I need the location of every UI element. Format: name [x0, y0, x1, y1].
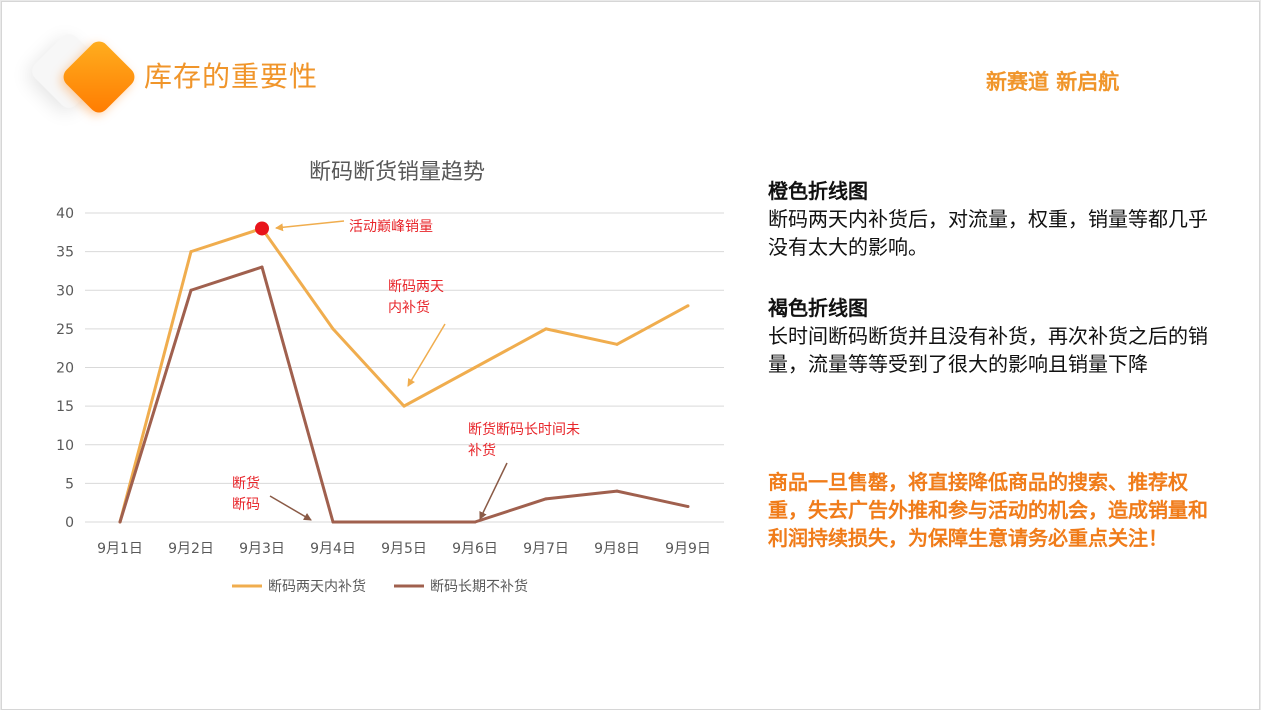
annotation-peak-label: 活动巅峰销量	[349, 219, 433, 235]
data-point	[473, 366, 477, 369]
y-tick-label: 0	[65, 515, 74, 531]
y-tick-label: 15	[56, 399, 74, 415]
y-tick-label: 20	[56, 361, 74, 377]
annotation-arrow	[479, 462, 508, 520]
data-point	[189, 250, 193, 254]
legend-label: 断码长期不补货	[430, 578, 528, 595]
x-tick-label: 9月8日	[594, 541, 640, 557]
y-tick-label: 5	[65, 476, 74, 492]
x-tick-label: 9月2日	[168, 541, 214, 557]
data-point	[473, 520, 477, 524]
y-tick-label: 25	[56, 322, 74, 338]
annotation-restock-label: 内补货	[388, 299, 430, 316]
annotation-no-restock-label: 补货	[468, 442, 496, 459]
y-tick-label: 35	[56, 245, 74, 261]
data-point	[118, 520, 122, 524]
x-tick-label: 9月9日	[665, 541, 711, 557]
data-point	[686, 304, 690, 308]
data-point	[402, 404, 406, 408]
chart-title: 断码断货销量趋势	[308, 160, 485, 185]
note-brown-body: 长时间断码断货并且没有补货，再次补货之后的销量，流量等等受到了很大的影响且销量下…	[768, 324, 1208, 376]
data-point	[260, 265, 264, 269]
data-point	[331, 520, 335, 524]
x-tick-label: 9月6日	[452, 541, 498, 557]
y-tick-label: 10	[56, 438, 74, 454]
data-point	[331, 327, 335, 331]
y-tick-label: 30	[56, 283, 74, 299]
annotation-restock-label: 断码两天	[388, 279, 444, 295]
data-point	[402, 520, 406, 524]
legend-label: 断码两天内补货	[268, 578, 366, 595]
annotation-stockout-label: 断货	[232, 475, 260, 492]
data-point	[615, 342, 619, 346]
x-tick-label: 9月7日	[523, 541, 569, 557]
data-point	[615, 489, 619, 493]
annotation-arrow	[275, 220, 345, 232]
tagline: 新赛道 新启航	[986, 70, 1120, 94]
annotation-arrow	[269, 495, 312, 521]
data-point	[544, 327, 548, 331]
note-brown: 褐色折线图 长时间断码断货并且没有补货，再次补货之后的销量，流量等等受到了很大的…	[768, 294, 1208, 378]
note-orange-body: 断码两天内补货后，对流量，权重，销量等都几乎没有太大的影响。	[768, 207, 1208, 259]
data-point	[686, 505, 690, 509]
x-tick-label: 9月1日	[97, 541, 143, 557]
annotation-no-restock-label: 断货断码长时间未	[468, 421, 580, 438]
annotation-arrow	[407, 323, 446, 387]
warning-text: 商品一旦售罄，将直接降低商品的搜索、推荐权重，失去广告外推和参与活动的机会，造成…	[768, 470, 1208, 550]
peak-marker	[255, 221, 269, 236]
page-title: 库存的重要性	[144, 60, 319, 93]
note-orange-heading: 橙色折线图	[768, 179, 868, 203]
note-orange: 橙色折线图 断码两天内补货后，对流量，权重，销量等都几乎没有太大的影响。	[768, 177, 1208, 261]
x-tick-label: 9月4日	[310, 541, 356, 557]
data-point	[189, 288, 193, 292]
annotation-stockout-label: 断码	[232, 497, 260, 513]
x-tick-label: 9月3日	[239, 541, 285, 557]
series-line-restocked	[118, 226, 689, 523]
x-tick-label: 9月5日	[381, 541, 427, 557]
data-point	[544, 497, 548, 501]
y-tick-label: 40	[56, 206, 74, 222]
note-brown-heading: 褐色折线图	[768, 296, 868, 320]
